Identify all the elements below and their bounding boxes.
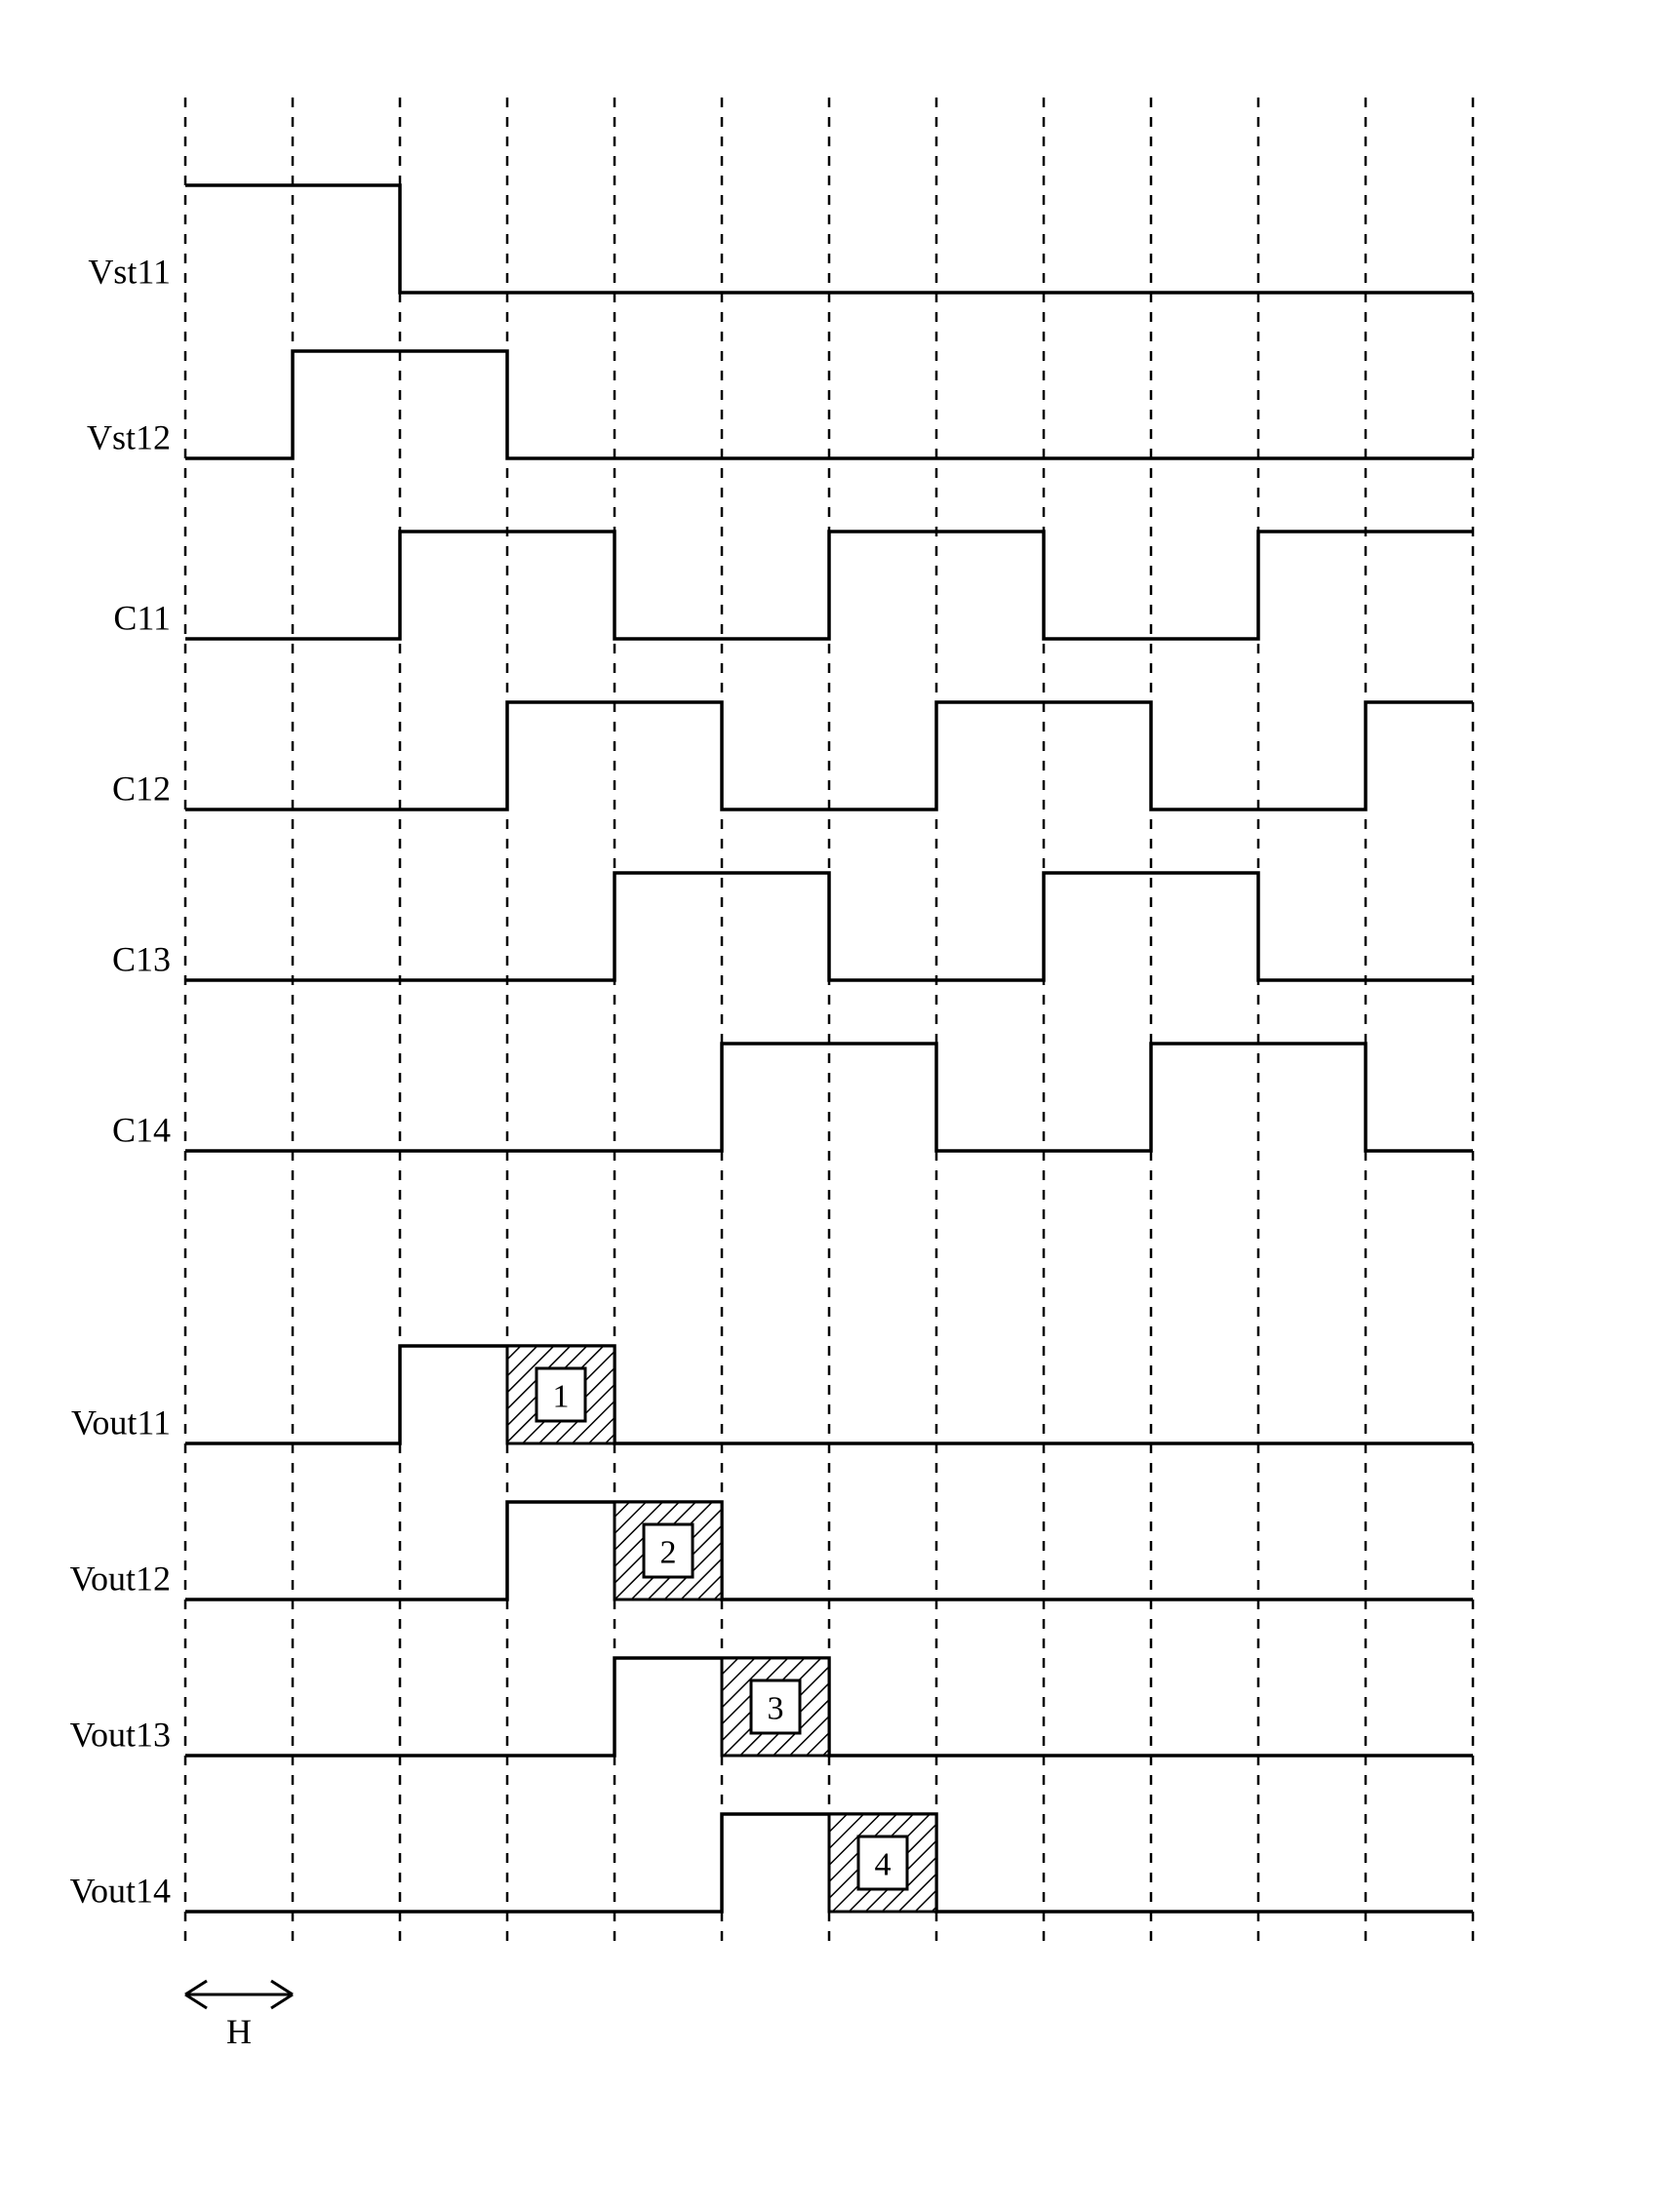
number-label-1: 1: [553, 1379, 570, 1415]
waveform-Vst12: [185, 351, 1473, 458]
label-Vst12: Vst12: [87, 417, 171, 456]
number-label-2: 2: [660, 1535, 677, 1571]
label-Vout14: Vout14: [70, 1871, 171, 1910]
number-label-3: 3: [768, 1691, 784, 1727]
waveform-C12: [185, 702, 1473, 810]
label-Vout13: Vout13: [70, 1715, 171, 1754]
timing-diagram: Vst11 Vst12 C11 C12 C13 C14 Vout11 1 Vout12 2 Vout…: [39, 39, 1600, 2087]
label-Vout12: Vout12: [70, 1559, 171, 1598]
label-Vout11: Vout11: [71, 1402, 171, 1442]
waveform-C13: [185, 873, 1473, 980]
label-C11: C11: [113, 598, 171, 637]
waveform-C11: [185, 532, 1473, 639]
dimension-label: H: [226, 2012, 252, 2051]
label-C12: C12: [112, 769, 171, 808]
label-C14: C14: [112, 1110, 171, 1149]
label-Vst11: Vst11: [88, 252, 171, 291]
timing-diagram-svg: Vst11 Vst12 C11 C12 C13 C14 Vout11 1 Vout12 2 Vout…: [39, 39, 1600, 2087]
label-C13: C13: [112, 939, 171, 978]
number-label-4: 4: [875, 1847, 892, 1883]
